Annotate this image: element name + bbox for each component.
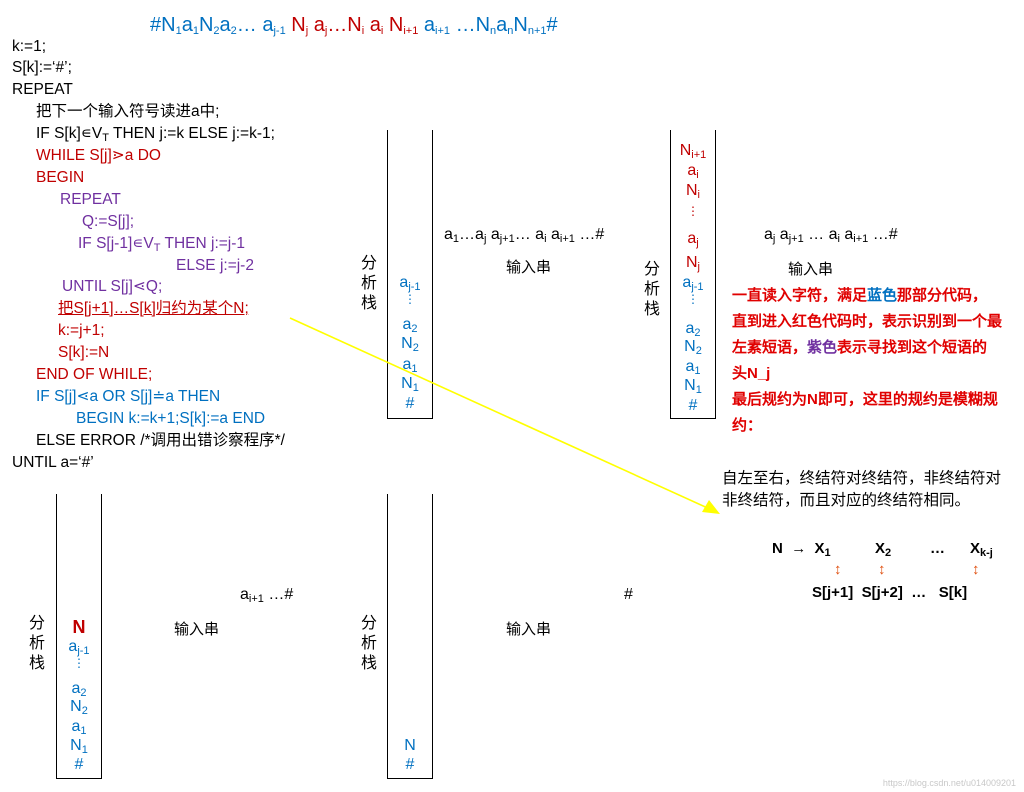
stack-cell: a2 — [685, 320, 701, 339]
analysis-stack-3: N aj-1 ⋮ a2 N2 a1 N1 # — [56, 494, 102, 779]
algo-line: IF S[j-1]∊VT THEN j:=j-1 — [78, 235, 246, 254]
stack-cell: a1 — [685, 358, 701, 377]
updown-arrow-icon: ↕ — [834, 561, 842, 578]
algo-line: k:=j+1; — [58, 322, 105, 339]
algo-line: S[k]:=‘#’; — [12, 59, 72, 76]
stack-cell: a1 — [71, 718, 87, 737]
stack-label: 分析栈 — [28, 615, 45, 672]
algo-line: k:=1; — [12, 38, 47, 55]
analysis-stack-1: aj-1 ⋮ a2 N2 a1 N1 # — [387, 130, 433, 419]
reduction-description: 自左至右，终结符对终结符，非终结符对非终结符，而且对应的终结符相同。 — [722, 470, 1002, 509]
algo-line: IF S[k]∊VT THEN j:=k ELSE j:=k-1; — [36, 125, 275, 144]
stack-cell: N1 — [684, 377, 702, 396]
updown-arrow-icon: ↕ — [878, 561, 886, 578]
algo-line: IF S[j]⋖a OR S[j]≐a THEN — [36, 388, 221, 405]
stack-cell: # — [405, 756, 415, 773]
algo-line: Q:=S[j]; — [82, 213, 135, 230]
stack-label: 分析栈 — [643, 261, 660, 318]
input-label: 输入串 — [174, 621, 220, 638]
algo-line: UNTIL a=‘#’ — [12, 454, 94, 471]
algo-line: REPEAT — [12, 81, 73, 98]
algo-line: ELSE j:=j-2 — [176, 257, 254, 274]
stack-cell: N2 — [70, 698, 88, 717]
algo-line: UNTIL S[j]⋖Q; — [62, 278, 163, 295]
stack-cell: aj-1 — [399, 274, 421, 293]
stack-cell: # — [405, 395, 415, 412]
algo-line: END OF WHILE; — [36, 366, 153, 383]
analysis-stack-4: N # — [387, 494, 433, 779]
updown-arrow-icon: ↕ — [972, 561, 980, 578]
production-dots: … — [930, 540, 945, 557]
algo-line: BEGIN k:=k+1;S[k]:=a END — [76, 410, 266, 427]
stack-cell: aj — [687, 230, 699, 249]
stack-cell: N2 — [401, 335, 419, 354]
input-label: 输入串 — [788, 261, 834, 278]
stack-cell: # — [688, 397, 698, 414]
stack-cell: a1 — [402, 356, 418, 375]
production-xk: Xk-j — [970, 540, 993, 559]
stack-cell: # — [74, 756, 84, 773]
input-label: 输入串 — [506, 621, 552, 638]
stack-cell: Ni — [685, 182, 700, 201]
algo-line-reduce: 把S[j+1]…S[k]归约为某个N; — [58, 300, 249, 317]
stack-cell: ai — [687, 162, 699, 181]
stack-cell: Nj — [685, 254, 700, 273]
algo-line: 把下一个输入符号读进a中; — [36, 103, 220, 120]
input-string-4: # — [624, 586, 633, 603]
algo-line: REPEAT — [60, 191, 121, 208]
top-symbol-string: #N1a1N2a2… aj-1 Nj aj…Ni ai Ni+1 ai+1 …N… — [150, 14, 558, 37]
stack-cell: N1 — [401, 375, 419, 394]
stack-cell: aj-1 — [68, 638, 90, 657]
stack-range: S[j+1] S[j+2] … S[k] — [812, 584, 968, 601]
stack-cell: aj-1 — [682, 274, 704, 293]
watermark: https://blog.csdn.net/u014009201 — [882, 778, 1016, 788]
algo-line: ELSE ERROR /*调用出错诊察程序*/ — [36, 432, 285, 449]
algo-line: S[k]:=N — [58, 344, 110, 361]
input-string-1: a1…aj aj+1… ai ai+1 …# — [444, 226, 605, 245]
stack-cell: ⋮ — [687, 292, 699, 306]
stack-cell: a2 — [402, 316, 418, 335]
stack-label: 分析栈 — [360, 255, 377, 312]
production-rule: N → X1 — [772, 540, 831, 559]
stack-cell: ⋮ — [73, 656, 85, 670]
algo-line: BEGIN — [36, 169, 85, 186]
stack-cell: N — [72, 617, 86, 637]
stack-cell: ⋮ — [404, 292, 416, 306]
algo-line: WHILE S[j]⋗a DO — [36, 147, 161, 164]
stack-cell: N — [404, 737, 416, 754]
stack-cell: N2 — [684, 338, 702, 357]
stack-cell: ⋮ — [687, 204, 699, 218]
explanation-note: 一直读入字符，满足蓝色那部分代码，直到进入红色代码时，表示识别到一个最左素短语，… — [732, 287, 1003, 434]
production-x2: X2 — [875, 540, 892, 559]
stack-cell: a2 — [71, 680, 87, 699]
stack-cell: Ni+1 — [679, 142, 707, 161]
stack-cell: N1 — [70, 737, 88, 756]
input-string-2: aj aj+1 … ai ai+1 …# — [764, 226, 898, 245]
input-string-3: ai+1 …# — [240, 586, 294, 605]
stack-label: 分析栈 — [360, 615, 377, 672]
input-label: 输入串 — [506, 259, 552, 276]
analysis-stack-2: Ni+1 ai Ni ⋮ aj Nj aj-1 ⋮ a2 N2 a1 N1 # — [670, 130, 716, 419]
